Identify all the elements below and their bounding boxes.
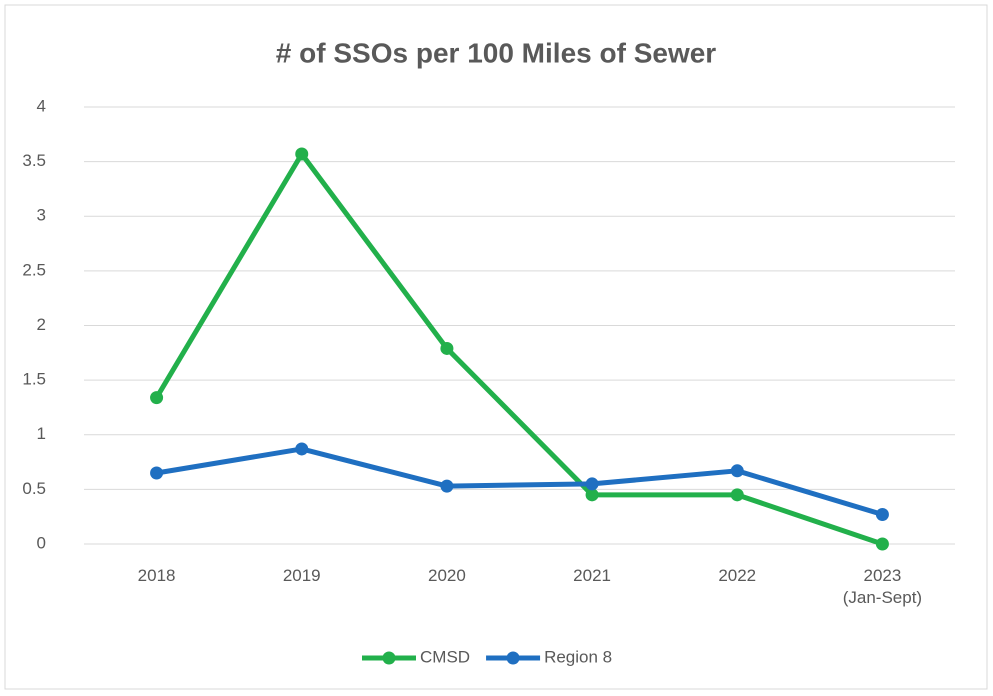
series-marker [585,488,599,502]
y-tick-label: 2 [37,315,46,334]
y-tick-label: 3 [37,206,46,225]
x-tick-label: 2019 [282,566,321,585]
series-line [154,151,884,547]
y-tick-label: 2.5 [22,260,46,279]
y-tick-label: 3.5 [22,151,46,170]
chart-title: # of SSOs per 100 Miles of Sewer [276,37,717,68]
legend-label: CMSD [420,647,470,666]
y-tick-label: 4 [37,96,46,115]
series-marker [730,464,744,478]
series-marker [730,488,744,502]
series-marker [295,442,309,456]
y-tick-label: 1 [37,424,46,443]
legend-label: Region 8 [544,647,612,666]
series-marker [150,391,164,405]
series-marker [295,147,309,161]
series-line [156,446,884,517]
chart-frame [4,4,988,690]
x-tick-label: 2018 [137,566,176,585]
x-tick-label: 2023 (Jan-Sept) [842,566,923,607]
y-tick-label: 0 [37,533,46,552]
x-tick-label: 2020 [427,566,466,585]
x-tick-label: 2021 [573,566,611,585]
legend-marker [382,651,396,665]
series-marker [875,537,889,551]
y-tick-label: 1.5 [22,370,46,389]
series-marker [585,477,599,491]
x-tick-label: 2022 [718,566,757,585]
series-marker [440,341,454,355]
legend-marker [506,651,520,665]
series-marker [875,508,889,522]
series-marker [440,479,454,493]
series-marker [150,466,164,480]
y-tick-label: 0.5 [22,479,46,498]
